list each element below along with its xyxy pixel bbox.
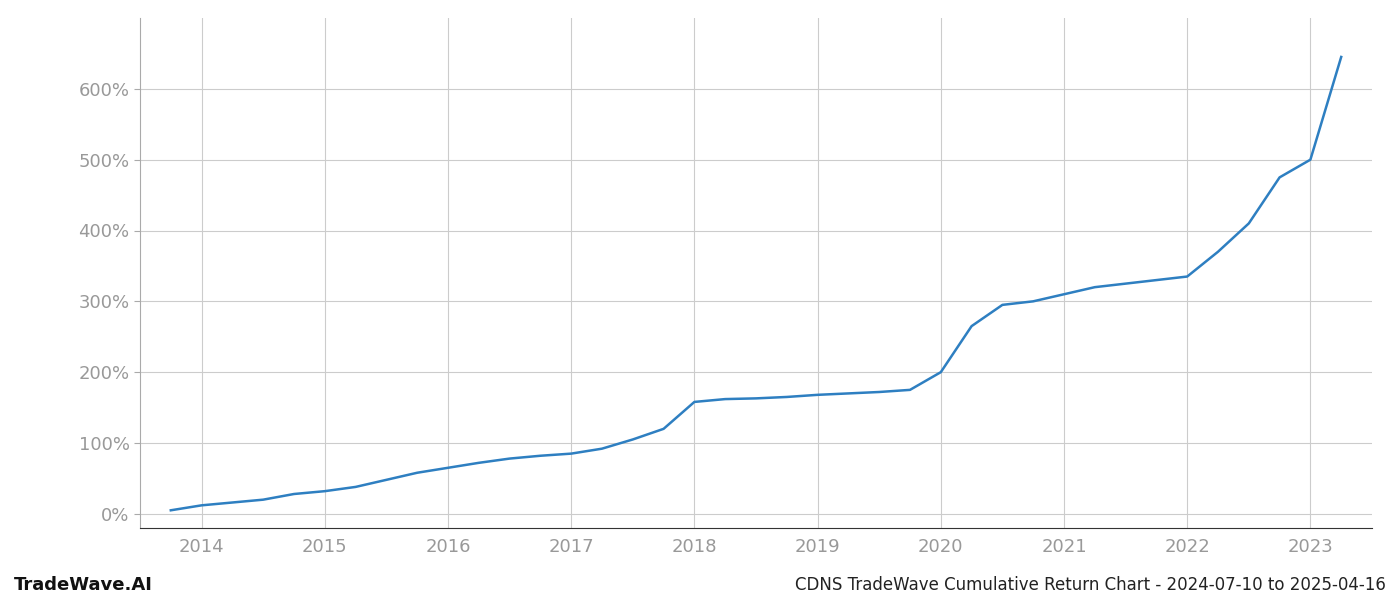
Text: CDNS TradeWave Cumulative Return Chart - 2024-07-10 to 2025-04-16: CDNS TradeWave Cumulative Return Chart -…: [795, 576, 1386, 594]
Text: TradeWave.AI: TradeWave.AI: [14, 576, 153, 594]
